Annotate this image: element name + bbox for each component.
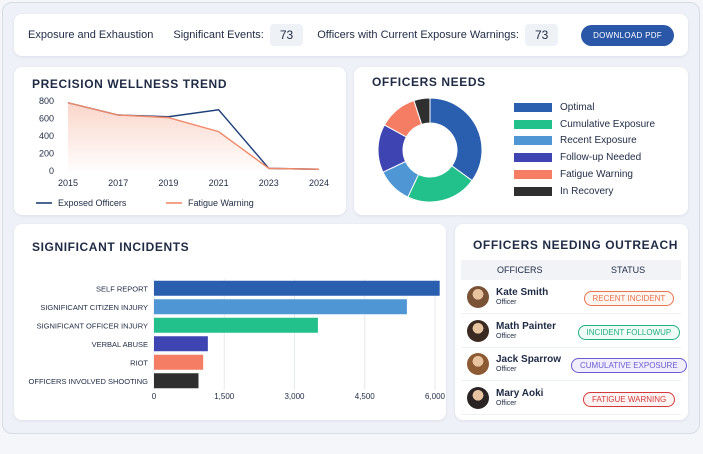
category-label: SELF REPORT [96,284,148,293]
significant-events-label: Significant Events: [173,29,264,41]
officer-role: Officer [496,332,517,340]
x-tick-label: 3,000 [284,392,305,401]
needs-legend-item: Cumulative Exposure [514,116,655,133]
warnings-label: Officers with Current Exposure Warnings: [317,29,519,41]
legend-label: Fatigue Warning [188,198,254,208]
legend-label: Exposed Officers [58,198,127,208]
category-label: RIOT [130,358,148,367]
status-badge: RECENT INCIDENT [583,291,675,306]
legend-swatch [514,170,552,180]
incident-bar[interactable] [154,336,208,352]
y-tick-label: 0 [49,166,54,176]
outreach-row[interactable]: Kate Smith Officer RECENT INCIDENT [461,282,681,314]
x-tick-label: 2017 [108,178,128,188]
donut-slice[interactable] [413,97,431,125]
wellness-title: PRECISION WELLNESS TREND [32,77,228,91]
incident-bar[interactable] [154,354,204,370]
officer-name: Math Painter [496,320,557,332]
officer-role: Officer [496,366,517,373]
needs-legend-item: Fatigue Warning [514,166,655,183]
legend-label: Follow-up Needed [560,152,642,164]
legend-label: Recent Exposure [560,135,637,147]
needs-legend: Optimal Cumulative Exposure Recent Exposur… [514,99,655,200]
x-tick-label: 4,500 [355,392,376,401]
x-tick-label: 6,000 [425,392,446,401]
needs-legend-item: In Recovery [514,183,655,200]
category-label: OFFICERS INVOLVED SHOOTING [29,377,149,386]
legend-label: Optimal [560,101,595,113]
legend-label: Cumulative Exposure [560,118,656,130]
category-label: SIGNIFICANT OFFICER INJURY [37,321,148,330]
y-tick-label: 800 [39,96,54,106]
officer-role: Officer [496,299,517,306]
fatigue-warning-line [67,102,320,170]
header-bar: Exposure and Exhaustion Significant Even… [14,14,688,56]
outreach-row[interactable]: Math Painter Officer INCIDENT FOLLOWUP [461,316,681,348]
legend-label: Fatigue Warning [560,169,633,181]
officer-name: Jack Sparrow [496,354,562,365]
y-tick-label: 200 [39,149,54,159]
legend-swatch [514,186,552,196]
significant-events-value: 73 [269,24,304,46]
incidents-title: SIGNIFICANT INCIDENTS [32,240,190,254]
col-officers: OFFICERS [497,265,543,275]
donut-slice[interactable] [429,97,483,182]
status-badge: CUMULATIVE EXPOSURE [571,358,687,373]
x-tick-label: 2023 [259,178,279,188]
incident-bar[interactable] [154,373,199,389]
legend-swatch [514,153,552,163]
x-tick-label: 2015 [58,178,78,188]
legend-swatch [514,136,552,146]
category-label: SIGNIFICANT CITIZEN INJURY [40,303,148,312]
avatar [467,386,489,409]
x-tick-label: 1,500 [214,392,235,401]
needs-legend-item: Follow-up Needed [514,149,655,166]
needs-donut-chart [377,97,483,203]
y-tick-label: 600 [39,114,54,124]
fatigue-area [68,102,319,171]
wellness-trend-card: PRECISION WELLNESS TREND 0 200 400 600 800 20… [14,67,346,215]
officer-name: Kate Smith [496,287,549,298]
outreach-row[interactable]: Mary Aoki Officer FATIGUE WARNING [461,383,681,415]
wellness-line-chart: 0 200 400 600 800 2015 2017 2019 2021 2023 2024 Exp… [36,96,329,208]
status-badge: FATIGUE WARNING [583,391,676,407]
x-tick-label: 2019 [158,178,178,188]
warnings-value: 73 [524,24,559,46]
legend-label: In Recovery [560,185,614,197]
x-tick-label: 0 [152,392,157,401]
officers-needs-card: OFFICERS NEEDS Optimal Cumulative Exposur… [354,67,688,215]
significant-incidents-card: SIGNIFICANT INCIDENTS 0 1,500 3,000 4,500 6,… [14,224,446,420]
avatar [467,319,489,342]
avatar [467,353,489,375]
outreach-row[interactable]: Jack Sparrow Officer CUMULATIVE EXPOSURE [461,349,687,381]
download-pdf-button[interactable]: DOWNLOAD PDF [581,24,674,46]
outreach-card: OFFICERS NEEDING OUTREACH OFFICERS STATU… [455,224,688,420]
legend-swatch [514,102,552,112]
legend-swatch [514,119,552,129]
incident-bar[interactable] [154,317,318,333]
officer-role: Officer [496,399,517,407]
outreach-title: OFFICERS NEEDING OUTREACH [473,238,679,252]
needs-legend-item: Optimal [514,99,655,116]
col-status: STATUS [611,265,646,275]
dashboard-title: Exposure and Exhaustion [28,29,154,41]
x-tick-label: 2021 [209,178,229,188]
y-tick-label: 400 [39,131,54,141]
incident-bar[interactable] [154,280,440,296]
x-tick-label: 2024 [309,178,329,188]
officer-name: Mary Aoki [496,387,544,399]
needs-legend-item: Recent Exposure [514,133,655,150]
status-badge: INCIDENT FOLLOWUP [577,324,681,340]
incident-bar[interactable] [154,299,407,315]
needs-title: OFFICERS NEEDS [372,75,486,89]
category-label: VERBAL ABUSE [92,340,148,349]
avatar [467,286,489,308]
outreach-table-header: OFFICERS STATUS [461,260,681,280]
incidents-bar-chart: 0 1,500 3,000 4,500 6,000 SELF REPORT SIGNIFIC… [29,279,446,401]
